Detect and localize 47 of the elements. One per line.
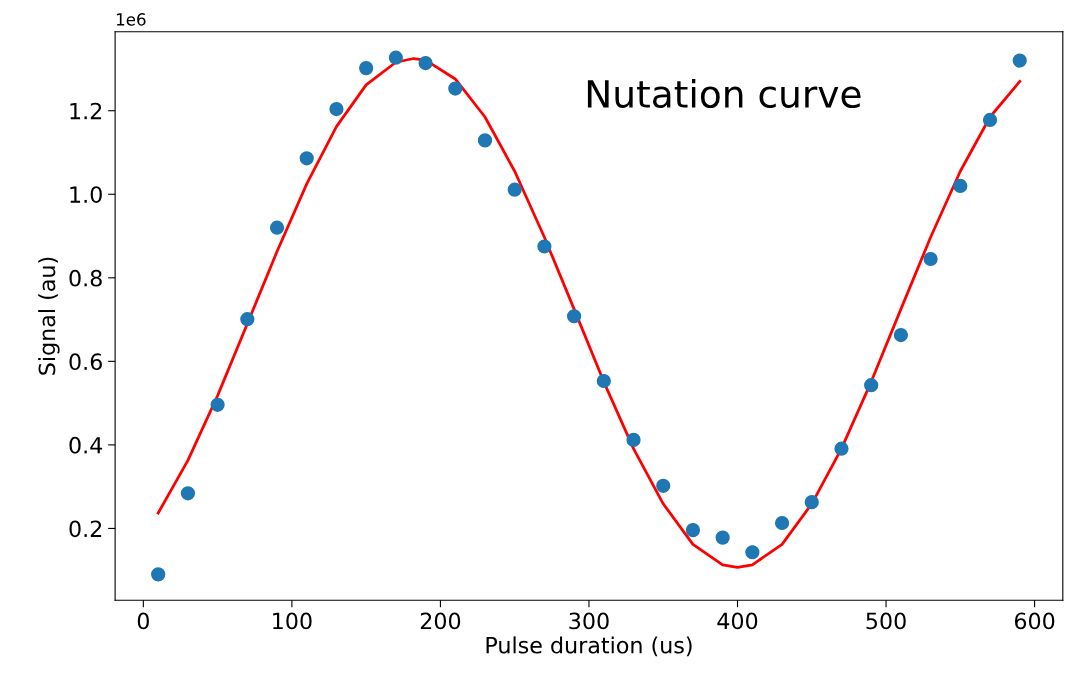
point [388, 50, 403, 65]
point [329, 101, 344, 117]
point [745, 545, 760, 560]
x-tick-label: 0 [137, 612, 149, 630]
x-tick-label: 100 [273, 612, 312, 630]
point [864, 378, 879, 393]
x-tick-label: 200 [420, 612, 461, 630]
y-tick-label: 1.2 [70, 102, 102, 120]
x-tick-label: 600 [1014, 612, 1055, 630]
point [418, 56, 433, 71]
point [953, 178, 968, 194]
annotation: Nutation curve [587, 79, 861, 109]
point [715, 530, 730, 545]
point [893, 327, 908, 343]
y-tick-label: 0.6 [69, 353, 102, 371]
x-tick-label: 300 [569, 612, 609, 630]
point [834, 441, 849, 456]
point [477, 133, 493, 148]
y-tick-label: 0.4 [69, 436, 103, 454]
point [982, 112, 998, 128]
point [180, 486, 196, 501]
point [685, 523, 701, 538]
x-axis-title: Pulse duration (us) [486, 636, 692, 657]
point [359, 61, 374, 76]
point [210, 397, 225, 412]
point [774, 515, 790, 531]
point [1012, 53, 1027, 68]
point [656, 478, 671, 493]
point [151, 567, 166, 582]
point [299, 151, 314, 166]
text: 1e6 [116, 13, 146, 26]
point [537, 239, 552, 254]
point [804, 495, 819, 510]
point [240, 312, 255, 327]
point [596, 373, 611, 389]
x-tick-label: 400 [717, 612, 758, 630]
point [269, 220, 285, 235]
y-tick-label: 1.0 [70, 186, 102, 204]
x-tick-label: 500 [866, 612, 906, 630]
point [567, 309, 582, 324]
y-tick-label: 0.2 [69, 520, 102, 538]
point [626, 432, 641, 447]
point [507, 182, 522, 197]
point [923, 251, 938, 267]
y-tick-label: 0.8 [69, 269, 102, 287]
y-axis-title: Signal (au) [38, 257, 60, 375]
point [448, 81, 463, 96]
